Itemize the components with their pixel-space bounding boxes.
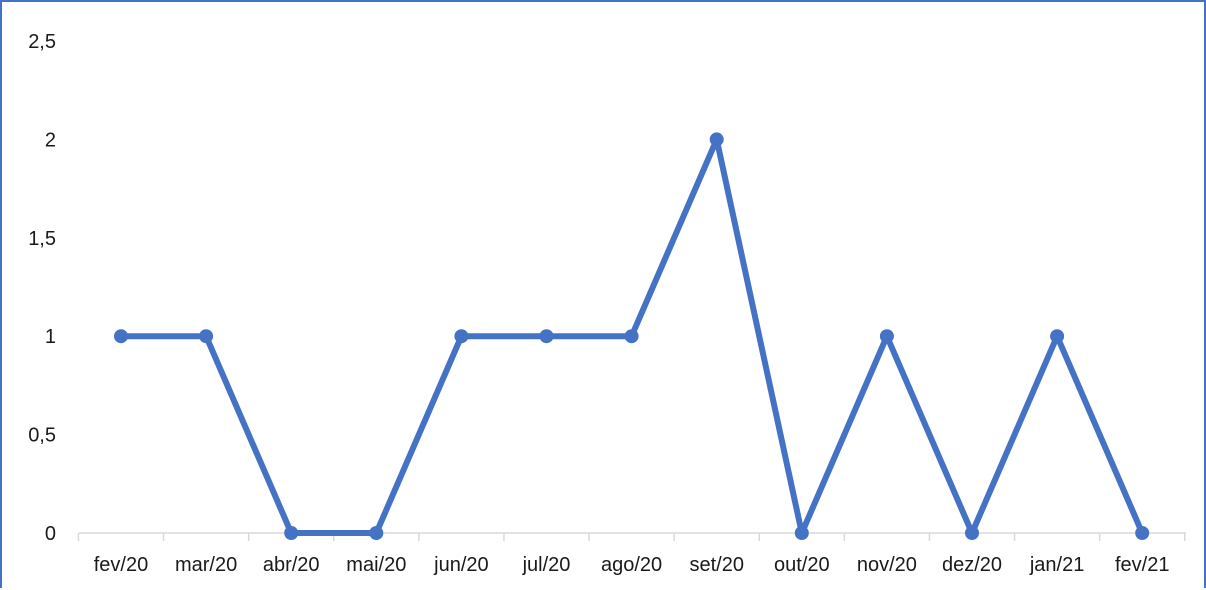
x-tick-label: out/20 (774, 554, 830, 576)
x-tick-label: mai/20 (346, 554, 406, 576)
x-tick-label: nov/20 (857, 554, 917, 576)
y-axis-tick-labels: 0 0,5 1 1,5 2 2,5 (28, 31, 56, 545)
data-point-jan-21 (1050, 329, 1065, 344)
x-tick-label: fev/20 (94, 554, 148, 576)
y-tick-label: 1 (45, 326, 56, 348)
x-tick-label: mar/20 (175, 554, 237, 576)
y-tick-label: 2 (45, 129, 56, 151)
data-point-jul-20 (539, 329, 554, 344)
data-point-abr-20 (284, 526, 299, 540)
data-point-fev-21 (1135, 526, 1150, 540)
x-tick-label: jun/20 (433, 554, 489, 576)
data-point-dez-20 (965, 526, 979, 540)
x-tick-label: jan/21 (1029, 554, 1085, 576)
x-tick-label: ago/20 (601, 554, 662, 576)
x-axis-tick-labels: fev/20 mar/20 abr/20 mai/20 jun/20 jul/20 ago/… (94, 554, 1170, 576)
x-tick-label: fev/21 (1115, 554, 1169, 576)
data-point-fev-20 (114, 329, 128, 344)
data-point-mai-20 (369, 526, 384, 540)
series-points (114, 132, 1150, 540)
data-point-mar-20 (199, 329, 214, 344)
data-point-jun-20 (454, 329, 469, 344)
data-point-ago-20 (624, 329, 639, 344)
data-point-nov-20 (879, 329, 894, 344)
y-tick-label: 1,5 (28, 228, 56, 250)
x-tick-label: dez/20 (942, 554, 1002, 576)
data-point-set-20 (709, 132, 724, 147)
y-tick-label: 0,5 (28, 425, 56, 447)
x-tick-label: set/20 (689, 554, 743, 576)
x-axis (77, 532, 1186, 541)
y-tick-label: 0 (45, 523, 56, 545)
y-tick-label: 2,5 (28, 31, 56, 53)
x-tick-label: jul/20 (522, 554, 571, 576)
x-tick-label: abr/20 (263, 554, 320, 576)
data-point-out-20 (794, 526, 809, 540)
